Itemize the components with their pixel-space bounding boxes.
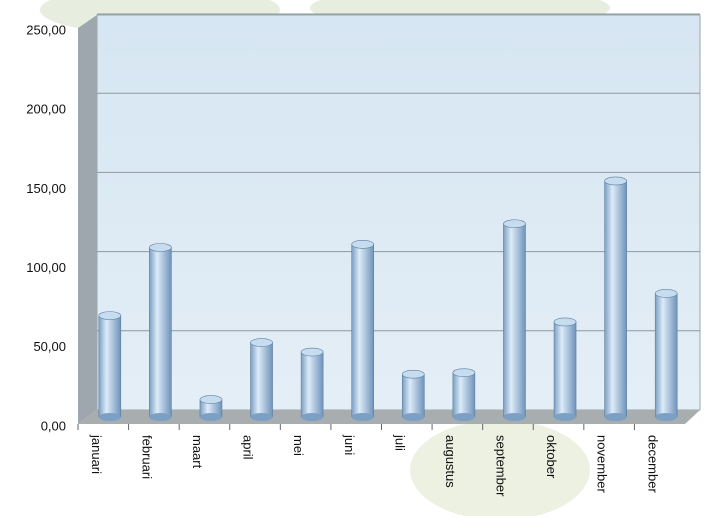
x-tick-label: september [494, 435, 509, 497]
bar [149, 248, 171, 417]
bar [99, 316, 121, 417]
x-tick-label: november [595, 435, 610, 493]
bar-base [352, 413, 374, 421]
bar-top [554, 318, 576, 326]
bar-top [99, 312, 121, 320]
bar-top [402, 370, 424, 378]
bar-base [200, 413, 222, 421]
bar-base [453, 413, 475, 421]
bar [251, 343, 273, 417]
bar-top [655, 289, 677, 297]
bar-base [503, 413, 525, 421]
bar [402, 374, 424, 417]
bar [655, 293, 677, 417]
y-tick-label: 150,00 [26, 181, 66, 196]
bar-top [352, 240, 374, 248]
x-tick-label: juni [342, 434, 357, 455]
y-tick-label: 50,00 [33, 339, 66, 354]
bar-top [251, 339, 273, 347]
y-tick-label: 200,00 [26, 102, 66, 117]
bar-base [251, 413, 273, 421]
bar [352, 244, 374, 417]
bar-top [453, 369, 475, 377]
y-tick-label: 0,00 [41, 418, 66, 433]
bar-top [503, 220, 525, 228]
bar-base [655, 413, 677, 421]
bar-top [605, 177, 627, 185]
bar [453, 373, 475, 417]
x-tick-label: december [645, 435, 660, 493]
x-tick-label: oktober [544, 435, 559, 479]
x-tick-label: augustus [443, 435, 458, 488]
bar-base [605, 413, 627, 421]
x-tick-label: mei [291, 435, 306, 456]
bar [301, 352, 323, 417]
y-tick-label: 250,00 [26, 22, 66, 37]
side-wall [78, 15, 97, 424]
bar-base [149, 413, 171, 421]
y-tick-label: 100,00 [26, 260, 66, 275]
x-tick-label: juli [392, 434, 407, 451]
bar [554, 322, 576, 417]
bar-top [149, 244, 171, 252]
bar-base [554, 413, 576, 421]
bar [503, 224, 525, 417]
x-tick-label: april [241, 435, 256, 460]
bar [605, 181, 627, 417]
bar-top [301, 348, 323, 356]
chart: 0,00 50,00 100,00 150,00 200,00 250,00 januari… [0, 0, 705, 516]
bar-top [200, 396, 222, 404]
x-tick-label: februari [139, 435, 154, 479]
x-tick-label: maart [190, 435, 205, 469]
bar-base [402, 413, 424, 421]
bar-base [99, 413, 121, 421]
x-tick-label: januari [89, 434, 104, 474]
bar-base [301, 413, 323, 421]
